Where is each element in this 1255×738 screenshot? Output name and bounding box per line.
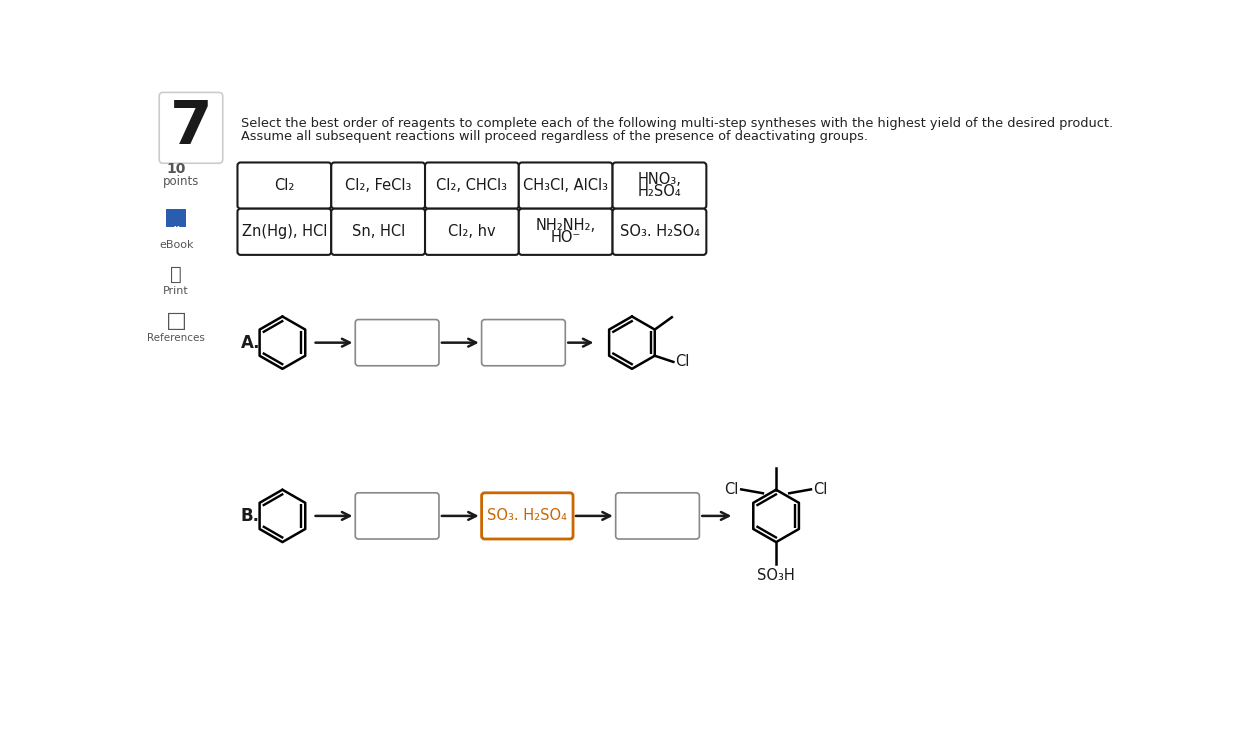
Text: Cl₂: Cl₂: [274, 178, 295, 193]
Text: NH₂NH₂,: NH₂NH₂,: [536, 218, 596, 233]
FancyBboxPatch shape: [425, 162, 518, 209]
Text: HO⁻: HO⁻: [551, 230, 581, 246]
FancyBboxPatch shape: [518, 209, 612, 255]
FancyBboxPatch shape: [331, 162, 425, 209]
Text: H₂SO₄: H₂SO₄: [638, 184, 681, 199]
Text: 10: 10: [166, 162, 186, 176]
Text: 7: 7: [169, 97, 212, 156]
FancyBboxPatch shape: [237, 162, 331, 209]
Text: Sn, HCl: Sn, HCl: [351, 224, 405, 239]
Text: eBook: eBook: [159, 241, 193, 250]
Text: Cl: Cl: [675, 354, 689, 370]
Text: B.: B.: [241, 507, 260, 525]
FancyBboxPatch shape: [166, 209, 186, 227]
Text: Cl₂, FeCl₃: Cl₂, FeCl₃: [345, 178, 412, 193]
Text: Assume all subsequent reactions will proceed regardless of the presence of deact: Assume all subsequent reactions will pro…: [241, 130, 867, 142]
Text: points: points: [163, 175, 200, 187]
FancyBboxPatch shape: [482, 320, 565, 366]
Text: A.: A.: [241, 334, 260, 352]
FancyBboxPatch shape: [518, 162, 612, 209]
Text: Print: Print: [163, 286, 190, 296]
Text: Zn(Hg), HCl: Zn(Hg), HCl: [242, 224, 328, 239]
FancyBboxPatch shape: [482, 493, 574, 539]
Text: □: □: [166, 311, 187, 331]
Text: CH₃Cl, AlCl₃: CH₃Cl, AlCl₃: [523, 178, 609, 193]
FancyBboxPatch shape: [355, 320, 439, 366]
Text: SO₃. H₂SO₄: SO₃. H₂SO₄: [620, 224, 699, 239]
FancyBboxPatch shape: [355, 493, 439, 539]
Text: References: References: [147, 334, 205, 343]
FancyBboxPatch shape: [159, 92, 222, 163]
FancyBboxPatch shape: [612, 162, 707, 209]
Text: ‖: ‖: [172, 225, 181, 244]
Text: Select the best order of reagents to complete each of the following multi-step s: Select the best order of reagents to com…: [241, 117, 1113, 130]
FancyBboxPatch shape: [616, 493, 699, 539]
FancyBboxPatch shape: [331, 209, 425, 255]
Text: Cl₂, hv: Cl₂, hv: [448, 224, 496, 239]
Text: Cl₂, CHCl₃: Cl₂, CHCl₃: [437, 178, 507, 193]
Text: Cl: Cl: [813, 482, 828, 497]
Text: ⎙: ⎙: [171, 266, 182, 284]
Text: SO₃. H₂SO₄: SO₃. H₂SO₄: [487, 508, 567, 523]
Text: SO₃H: SO₃H: [757, 568, 794, 582]
FancyBboxPatch shape: [237, 209, 331, 255]
FancyBboxPatch shape: [612, 209, 707, 255]
Text: Cl: Cl: [724, 482, 739, 497]
FancyBboxPatch shape: [425, 209, 518, 255]
Text: HNO₃,: HNO₃,: [638, 172, 681, 187]
